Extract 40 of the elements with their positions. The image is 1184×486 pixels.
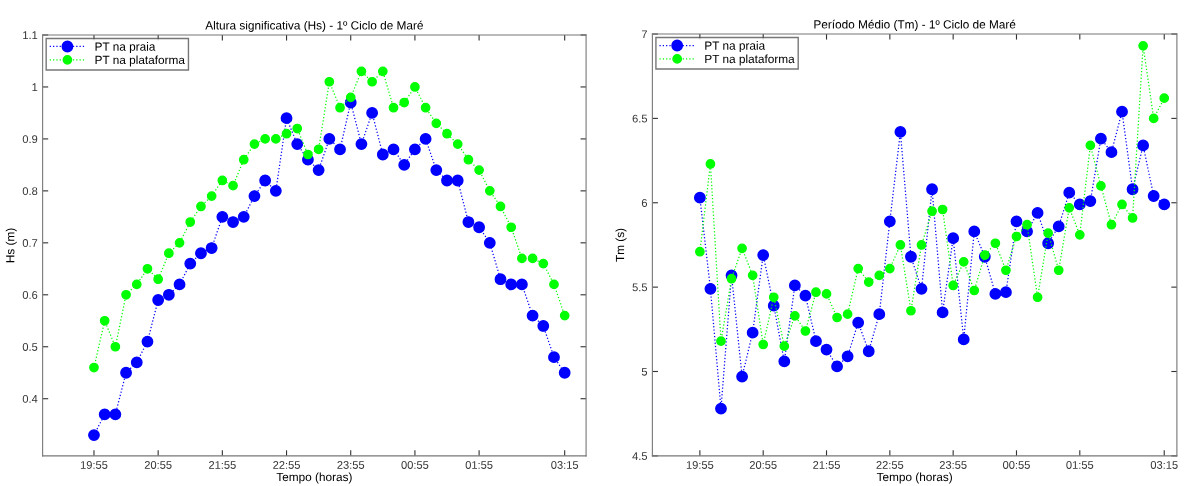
legend-label: PT na praia (705, 41, 766, 53)
x-tick-label: 22:55 (273, 461, 300, 469)
x-tick-label: 23:55 (939, 461, 967, 469)
legend-label: PT na plataforma (95, 55, 185, 67)
x-tick-label: 00:55 (1003, 461, 1030, 469)
y-tick-label: 7 (641, 30, 647, 39)
x-tick-label: 03:15 (551, 461, 579, 469)
y-axis-title: Tm (s) (615, 228, 627, 262)
y-tick-label: 5.5 (632, 283, 648, 292)
x-tick-label: 21:55 (813, 461, 840, 469)
x-axis-title: Tempo (horas) (276, 472, 352, 484)
x-tick-label: 01:55 (1066, 461, 1094, 469)
x-tick-label: 20:55 (144, 461, 172, 469)
y-tick-label: 0.6 (22, 291, 38, 299)
x-tick-label: 19:55 (686, 461, 714, 469)
x-tick-label: 22:55 (876, 461, 904, 469)
x-tick-label: 03:15 (1150, 461, 1178, 469)
x-tick-label: 21:55 (209, 461, 236, 469)
x-tick-label: 19:55 (80, 461, 108, 469)
x-tick-label: 23:55 (337, 461, 365, 469)
y-axis-title: Hs (m) (5, 228, 17, 263)
y-tick-label: 1 (32, 83, 38, 91)
legend-label: PT na plataforma (705, 54, 795, 66)
y-tick-label: 5 (641, 367, 648, 376)
y-tick-label: 0.4 (22, 394, 38, 403)
y-tick-label: 0.9 (22, 135, 38, 144)
x-tick-label: 20:55 (749, 461, 777, 469)
chart-title: Período Médio (Tm) - 1º Ciclo de Maré (814, 19, 1016, 31)
y-tick-label: 4.5 (632, 452, 648, 460)
x-tick-label: 00:55 (401, 461, 429, 469)
x-tick-label: 01:55 (465, 461, 493, 469)
y-tick-label: 6.5 (632, 114, 648, 123)
x-axis-title: Tempo (horas) (876, 472, 952, 484)
y-tick-label: 0.7 (22, 239, 38, 247)
legend-label: PT na praia (95, 42, 156, 54)
chart-title: Altura significativa (Hs) - 1º Ciclo de Maré (205, 20, 423, 32)
y-tick-label: 0.5 (22, 343, 38, 351)
y-tick-label: 0.8 (22, 187, 38, 196)
y-tick-label: 1.1 (23, 31, 38, 40)
y-tick-label: 6 (641, 199, 648, 207)
